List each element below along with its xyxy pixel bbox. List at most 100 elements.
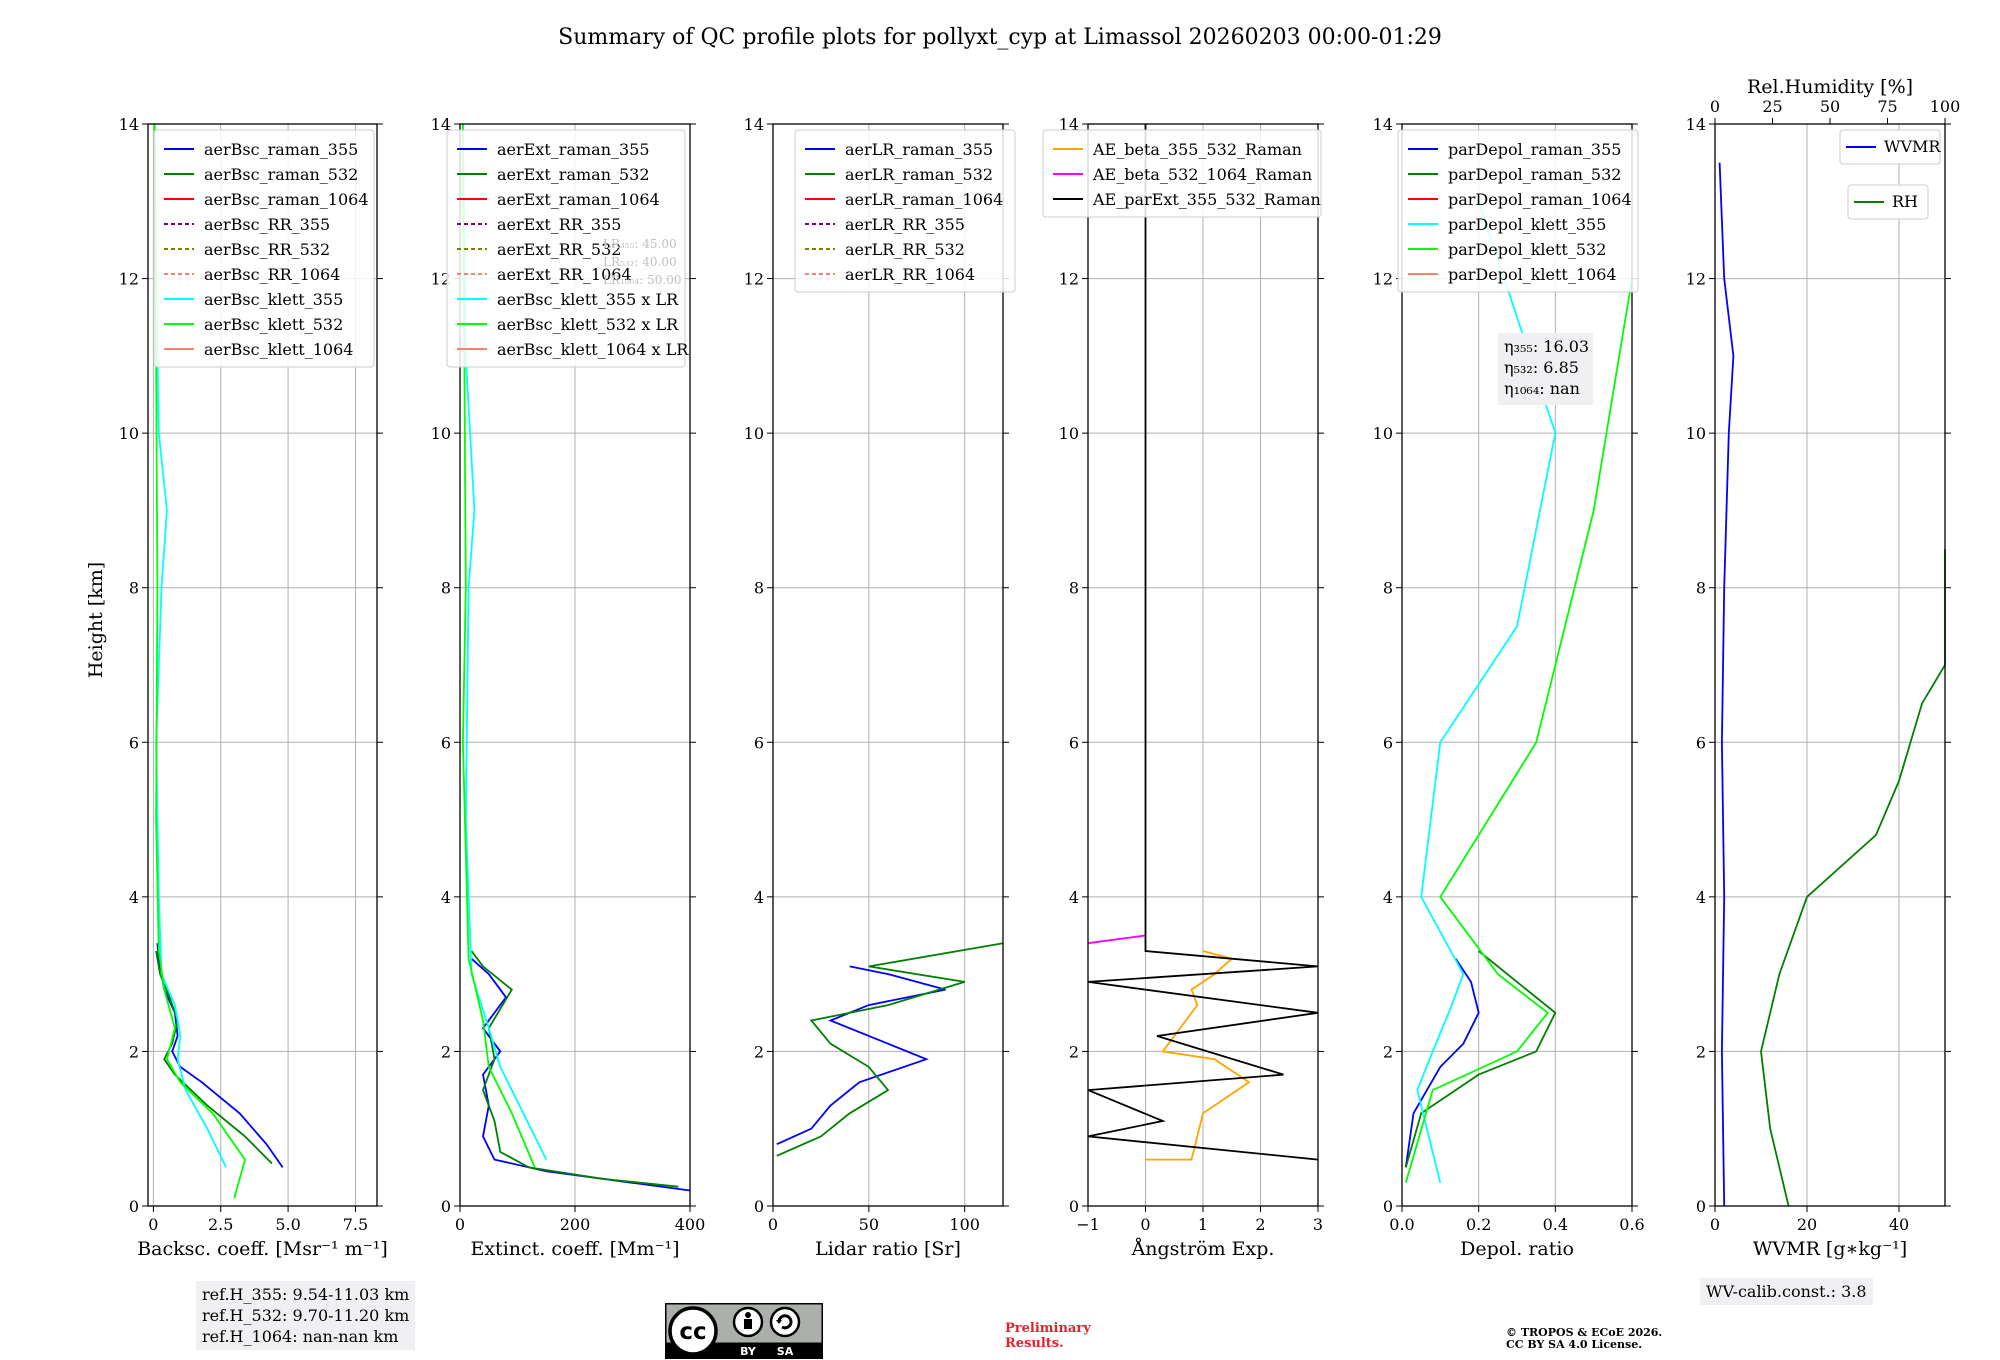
legend-label: aerExt_raman_1064	[497, 190, 660, 209]
top-x-tick-label: 100	[1930, 97, 1961, 116]
y-tick-label: 10	[119, 424, 139, 443]
legend-label: aerBsc_RR_532	[204, 240, 330, 259]
legend-box	[1847, 184, 1929, 220]
legend-label-wvmr: WVMR	[1884, 137, 1941, 156]
series-line-aerBsc_klett_532 x LR	[461, 123, 536, 1168]
y-tick-label: 2	[129, 1042, 139, 1061]
legend-label: parDepol_klett_532	[1448, 240, 1606, 259]
x-tick-label: 1	[1198, 1215, 1208, 1234]
series-line-parDepol_raman_532	[1404, 950, 1557, 1168]
legend-label-rh: RH	[1892, 192, 1918, 211]
y-tick-label: 14	[119, 115, 139, 134]
x-tick-label: 100	[949, 1215, 980, 1234]
series-line-WVMR	[1718, 162, 1735, 1207]
y-tick-label: 4	[1069, 888, 1079, 907]
panel-2: 0 2 4 6 8 10 12 14 0 200 400 Extinct. coeff. [Mm⁻¹]…	[431, 115, 706, 1260]
legend-label: AE_beta_532_1064_Raman	[1092, 165, 1312, 184]
series-line-RH	[1760, 549, 1946, 1207]
legend-box	[1839, 129, 1941, 165]
x-axis-label: Depol. ratio	[1460, 1238, 1574, 1260]
y-tick-label: 2	[1696, 1042, 1706, 1061]
y-tick-label: 4	[1696, 888, 1706, 907]
x-tick-label: 50	[859, 1215, 879, 1234]
axes-frame	[772, 123, 1004, 1207]
legend-label: parDepol_raman_1064	[1448, 190, 1632, 209]
ref-height-1064: ref.H_1064: nan-nan km	[202, 1327, 399, 1346]
axes-frame	[1714, 123, 1946, 1207]
series-line-parDepol_klett_532	[1404, 278, 1633, 1184]
legend-label: aerBsc_klett_532	[204, 315, 343, 334]
legend-label: aerLR_RR_355	[845, 215, 965, 234]
x-tick-label: 0	[1140, 1215, 1150, 1234]
eta-note: η₃₅₅: 16.03	[1504, 337, 1589, 356]
y-tick-label: 4	[754, 888, 764, 907]
x-axis-label: Backsc. coeff. [Msr⁻¹ m⁻¹]	[137, 1238, 388, 1260]
y-tick-label: 0	[1696, 1197, 1706, 1216]
legend-label: aerLR_raman_532	[845, 165, 993, 184]
sa-share-icon	[769, 1306, 801, 1338]
cc-by-sa-badge: cc BY SA	[665, 1303, 823, 1359]
y-tick-label: 8	[1383, 579, 1393, 598]
legend-label: AE_beta_355_532_Raman	[1092, 140, 1302, 159]
y-tick-label: 8	[1069, 579, 1079, 598]
panel-1: 0 2 4 6 8 10 12 14 0 2.5 5.0 7.5 Backsc. coeff. [Msr…	[119, 115, 388, 1260]
sa-label: SA	[777, 1345, 794, 1358]
x-axis-label: WVMR [g∗kg⁻¹]	[1753, 1238, 1907, 1260]
x-axis-label: Extinct. coeff. [Mm⁻¹]	[470, 1238, 679, 1260]
series-line-aerLR_raman_355	[776, 965, 946, 1146]
legend-label: parDepol_raman_532	[1448, 165, 1621, 184]
top-x-tick-label: 50	[1820, 97, 1840, 116]
legend-label: AE_parExt_355_532_Raman	[1092, 190, 1321, 209]
y-tick-label: 0	[1383, 1197, 1393, 1216]
y-tick-label: 10	[431, 424, 451, 443]
legend-label: aerLR_RR_532	[845, 240, 965, 259]
y-tick-label: 14	[431, 115, 451, 134]
eta-note: η₁₀₆₄: nan	[1504, 379, 1580, 398]
legend: AE_beta_355_532_Raman AE_beta_532_1064_Ra…	[1042, 129, 1322, 218]
legend-label: aerExt_RR_355	[497, 215, 621, 234]
lidar-ratio-note: LR₁₀₆₄: 50.00	[603, 273, 681, 287]
top-x-tick-label: 0	[1710, 97, 1720, 116]
y-tick-label: 0	[1069, 1197, 1079, 1216]
legend-label: aerBsc_klett_355 x LR	[497, 290, 679, 309]
legend-label: aerBsc_klett_1064 x LR	[497, 340, 689, 359]
legend-box	[794, 129, 1016, 293]
x-tick-label: 0.0	[1389, 1215, 1414, 1234]
copyright-line-1: © TROPOS & ECoE 2026.	[1506, 1326, 1663, 1339]
series-line-aerBsc_klett_355 x LR	[462, 123, 548, 1161]
axes-frame	[1401, 123, 1633, 1207]
series-line-parDepol_raman_355	[1404, 958, 1480, 1168]
figure-title: Summary of QC profile plots for pollyxt_…	[558, 25, 1442, 50]
series-line-AE_beta_355_532_Raman	[1145, 950, 1251, 1161]
y-tick-label: 12	[431, 270, 451, 289]
y-tick-label: 4	[1383, 888, 1393, 907]
legend-wvmr: WVMR	[1839, 129, 1941, 165]
legend-box	[1397, 129, 1639, 293]
y-tick-label: 14	[744, 115, 764, 134]
wv-calibration-box: WV-calib.const.: 3.8	[1700, 1278, 1873, 1305]
panel-3: 0 2 4 6 8 10 12 14 0 50 100 Lidar ratio [Sr] aerLR_r…	[744, 115, 1016, 1260]
legend-label: aerBsc_klett_355	[204, 290, 343, 309]
legend-label: aerBsc_klett_532 x LR	[497, 315, 679, 334]
legend-label: aerBsc_RR_1064	[204, 265, 340, 284]
legend-label: parDepol_klett_1064	[1448, 265, 1617, 284]
legend-label: aerLR_raman_355	[845, 140, 993, 159]
series-line-aerLR_raman_532	[776, 942, 1004, 1157]
by-label: BY	[740, 1345, 757, 1358]
top-x-axis-label: Rel.Humidity [%]	[1747, 76, 1913, 98]
y-tick-label: 6	[754, 733, 764, 752]
preliminary-line-1: Preliminary	[1005, 1321, 1091, 1336]
y-tick-label: 0	[441, 1197, 451, 1216]
lidar-ratio-note: LR₃₅₅: 45.00	[603, 237, 677, 251]
x-tick-label: 7.5	[343, 1215, 368, 1234]
top-x-tick-label: 75	[1877, 97, 1897, 116]
y-tick-label: 4	[441, 888, 451, 907]
panel-5: 0 2 4 6 8 10 12 14 0.0 0.2 0.4 0.6 Depol. ratio parDe…	[1373, 115, 1645, 1260]
x-tick-label: 0	[768, 1215, 778, 1234]
x-tick-label: 0	[455, 1215, 465, 1234]
eta-note-box	[1498, 333, 1593, 405]
y-tick-label: 0	[129, 1197, 139, 1216]
y-tick-label: 12	[744, 270, 764, 289]
